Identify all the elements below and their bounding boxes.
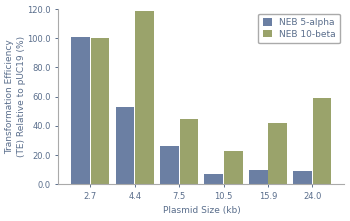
Bar (268, 123, 287, 184)
Bar (91, 38, 110, 184)
Bar (160, 146, 179, 184)
Bar (180, 118, 198, 184)
X-axis label: Plasmid Size (kb): Plasmid Size (kb) (162, 206, 240, 215)
Bar (116, 107, 134, 184)
Bar (71, 37, 90, 184)
Bar (313, 98, 331, 184)
Bar (224, 151, 243, 184)
Bar (293, 171, 312, 184)
Bar (135, 11, 154, 184)
Bar (249, 170, 267, 184)
Y-axis label: Transformation Efficiency
(TE) Relative to pUC19 (%): Transformation Efficiency (TE) Relative … (6, 36, 26, 157)
Bar (204, 174, 223, 184)
Legend: NEB 5-alpha, NEB 10-beta: NEB 5-alpha, NEB 10-beta (258, 13, 340, 43)
